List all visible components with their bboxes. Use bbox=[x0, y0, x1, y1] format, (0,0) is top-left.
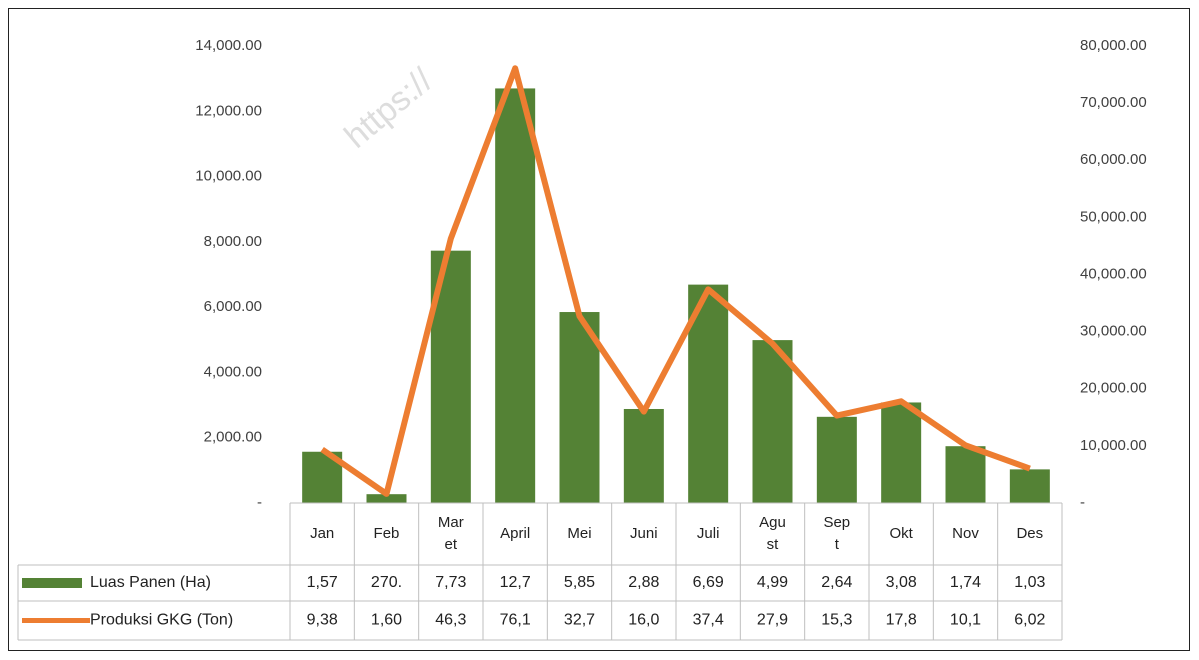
category-cell: Juni bbox=[630, 525, 658, 542]
x-tick-label: Feb bbox=[373, 525, 400, 542]
bar bbox=[816, 416, 857, 503]
table-value: 1,03 bbox=[1014, 574, 1045, 591]
y-tick-label: 14,000.00 bbox=[195, 37, 262, 54]
bar bbox=[1009, 469, 1050, 503]
table-value: 5,85 bbox=[564, 574, 595, 591]
y-tick-label: 12,000.00 bbox=[195, 102, 262, 119]
y-tick-label: - bbox=[257, 494, 262, 511]
legend-swatch bbox=[22, 578, 82, 588]
table-value: 1,74 bbox=[950, 574, 981, 591]
table-value: 15,3 bbox=[821, 612, 852, 629]
bar bbox=[623, 408, 664, 503]
table-value: 270. bbox=[371, 574, 402, 591]
category-cell: Sept bbox=[823, 514, 851, 553]
table-value: 12,7 bbox=[500, 574, 531, 591]
bar bbox=[881, 402, 922, 503]
y2-tick-label: 50,000.00 bbox=[1080, 208, 1147, 225]
x-tick-label: Agust bbox=[759, 514, 786, 553]
x-tick-label: Sept bbox=[823, 514, 851, 553]
bar bbox=[366, 494, 407, 503]
legend-label: Luas Panen (Ha) bbox=[90, 574, 211, 591]
category-cell: Juli bbox=[696, 525, 720, 542]
category-cell: Feb bbox=[373, 525, 400, 542]
watermark: https:// bbox=[337, 61, 440, 156]
x-tick-label: Des bbox=[1016, 525, 1044, 542]
table-value: 17,8 bbox=[886, 612, 917, 629]
x-tick-label: Juni bbox=[630, 525, 658, 542]
category-cell: Nov bbox=[952, 525, 979, 542]
table-value: 9,38 bbox=[307, 612, 338, 629]
y2-tick-label: 70,000.00 bbox=[1080, 94, 1147, 111]
y2-tick-label: 20,000.00 bbox=[1080, 380, 1147, 397]
y2-tick-label: 60,000.00 bbox=[1080, 151, 1147, 168]
y2-tick-label: 80,000.00 bbox=[1080, 37, 1147, 54]
category-cell: Des bbox=[1016, 525, 1044, 542]
category-cell: April bbox=[500, 525, 531, 542]
bar bbox=[945, 446, 986, 503]
category-cell: Okt bbox=[889, 525, 913, 542]
y-tick-label: 10,000.00 bbox=[195, 168, 262, 185]
table-value: 1,57 bbox=[307, 574, 338, 591]
frame bbox=[8, 8, 1190, 651]
category-cell: Maret bbox=[437, 514, 464, 553]
y-tick-label: 6,000.00 bbox=[204, 298, 262, 315]
table-value: 16,0 bbox=[628, 612, 659, 629]
y2-tick-label: 10,000.00 bbox=[1080, 437, 1147, 454]
table-value: 3,08 bbox=[886, 574, 917, 591]
y2-tick-label: 30,000.00 bbox=[1080, 323, 1147, 340]
line bbox=[320, 65, 1031, 497]
table-value: 46,3 bbox=[435, 612, 466, 629]
table-value: 6,02 bbox=[1014, 612, 1045, 629]
y-tick-label: 2,000.00 bbox=[204, 429, 262, 446]
y-tick-label: 4,000.00 bbox=[204, 363, 262, 380]
table-value: 2,88 bbox=[628, 574, 659, 591]
bar bbox=[495, 88, 536, 503]
table-value: 27,9 bbox=[757, 612, 788, 629]
x-tick-label: Maret bbox=[437, 514, 464, 553]
table-value: 7,73 bbox=[435, 574, 466, 591]
x-tick-label: April bbox=[500, 525, 531, 542]
table-value: 10,1 bbox=[950, 612, 981, 629]
bar bbox=[559, 312, 600, 503]
table-value: 32,7 bbox=[564, 612, 595, 629]
bar bbox=[752, 340, 793, 503]
x-tick-label: Juli bbox=[696, 525, 720, 542]
category-cell: Agust bbox=[759, 514, 786, 553]
category-cell: Mei bbox=[567, 525, 592, 542]
category-cell: Jan bbox=[310, 525, 335, 542]
y-tick-label: 8,000.00 bbox=[204, 233, 262, 250]
x-tick-label: Mei bbox=[567, 525, 592, 542]
x-tick-label: Okt bbox=[889, 525, 913, 542]
table-value: 37,4 bbox=[693, 612, 724, 629]
table-value: 6,69 bbox=[693, 574, 724, 591]
x-tick-label: Jan bbox=[310, 525, 335, 542]
table-value: 4,99 bbox=[757, 574, 788, 591]
x-tick-label: Nov bbox=[952, 525, 979, 542]
table-value: 76,1 bbox=[500, 612, 531, 629]
y2-tick-label: 40,000.00 bbox=[1080, 265, 1147, 282]
table-value: 2,64 bbox=[821, 574, 852, 591]
y2-tick-label: - bbox=[1080, 494, 1085, 511]
table-value: 1,60 bbox=[371, 612, 402, 629]
legend-label: Produksi GKG (Ton) bbox=[90, 612, 233, 629]
